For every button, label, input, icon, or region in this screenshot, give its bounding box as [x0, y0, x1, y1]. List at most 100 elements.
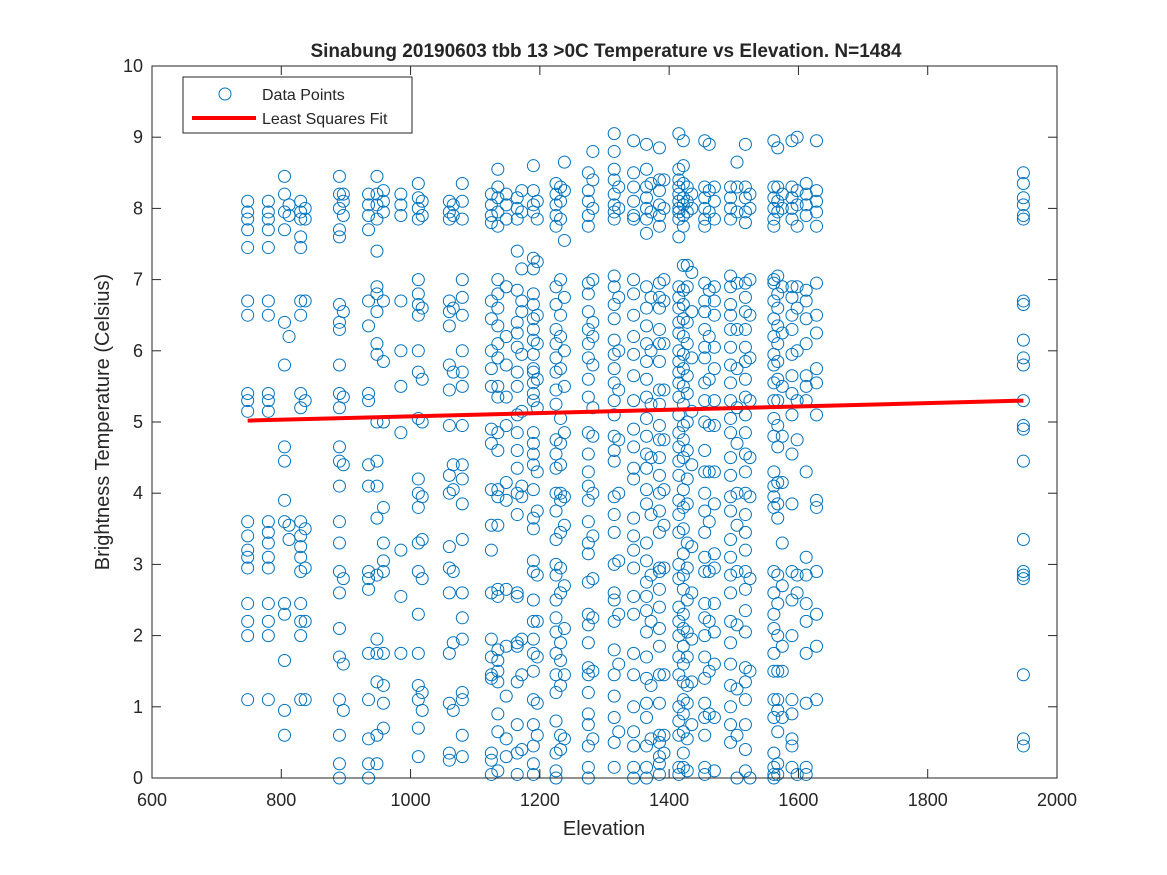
data-point: [282, 330, 296, 344]
data-point: [549, 198, 563, 212]
data-point: [652, 757, 666, 771]
data-point: [676, 219, 690, 233]
data-point: [738, 305, 752, 319]
data-point: [526, 614, 540, 628]
data-point: [491, 426, 505, 440]
data-point: [672, 557, 686, 571]
data-point: [294, 565, 308, 579]
data-point: [799, 646, 813, 660]
data-point: [771, 757, 785, 771]
data-point: [799, 294, 813, 308]
data-point: [627, 209, 641, 223]
data-point: [698, 443, 712, 457]
data-point: [298, 561, 312, 575]
data-point: [771, 141, 785, 155]
data-point: [730, 180, 744, 194]
data-point: [484, 543, 498, 557]
data-point: [499, 689, 513, 703]
data-point: [376, 536, 390, 550]
data-point: [455, 365, 469, 379]
data-point: [530, 255, 544, 269]
data-point: [362, 693, 376, 707]
least-squares-fit-line: [247, 398, 1024, 423]
data-point: [491, 582, 505, 596]
data-point: [612, 607, 626, 621]
data-point: [652, 525, 666, 539]
data-point: [724, 468, 738, 482]
data-point: [549, 764, 563, 778]
data-point: [698, 611, 712, 625]
data-point: [294, 230, 308, 244]
data-point: [411, 536, 425, 550]
data-point: [640, 497, 654, 511]
data-point: [771, 180, 785, 194]
data-point: [370, 757, 384, 771]
data-point: [586, 173, 600, 187]
data-point: [810, 607, 824, 621]
data-point: [455, 632, 469, 646]
data-point: [241, 394, 255, 408]
data-point: [446, 198, 460, 212]
data-point: [581, 479, 595, 493]
data-point: [738, 543, 752, 557]
data-point: [743, 490, 757, 504]
data-point: [767, 201, 781, 215]
data-point: [767, 212, 781, 226]
data-point: [790, 301, 804, 315]
data-point: [336, 572, 350, 586]
data-point: [680, 369, 694, 383]
data-point: [799, 767, 813, 781]
data-point: [607, 144, 621, 158]
data-point: [278, 597, 292, 611]
data-point: [607, 198, 621, 212]
data-point: [640, 337, 654, 351]
data-point: [724, 376, 738, 390]
data-point: [442, 383, 456, 397]
data-point: [370, 675, 384, 689]
data-point: [394, 209, 408, 223]
data-point: [491, 664, 505, 678]
data-point: [771, 511, 785, 525]
data-point: [491, 390, 505, 404]
data-point: [743, 572, 757, 586]
data-point: [484, 294, 498, 308]
data-point: [775, 664, 789, 678]
data-point: [510, 365, 524, 379]
data-point: [702, 330, 716, 344]
data-point: [672, 760, 686, 774]
data-point: [278, 223, 292, 237]
data-point: [557, 621, 571, 635]
data-point: [442, 486, 456, 500]
data-point: [698, 212, 712, 226]
data-point: [336, 390, 350, 404]
data-point: [698, 276, 712, 290]
data-point: [627, 511, 641, 525]
y-tick-label: 4: [133, 483, 143, 503]
data-point: [680, 497, 694, 511]
data-point: [411, 287, 425, 301]
data-point: [455, 273, 469, 287]
data-point: [775, 476, 789, 490]
data-point: [612, 180, 626, 194]
data-point: [676, 500, 690, 514]
data-point: [607, 394, 621, 408]
data-point: [370, 646, 384, 660]
data-point: [362, 187, 376, 201]
data-point: [799, 176, 813, 190]
data-point: [332, 728, 346, 742]
data-point: [455, 497, 469, 511]
data-point: [698, 376, 712, 390]
data-point: [685, 351, 699, 365]
data-point: [557, 668, 571, 682]
data-point: [724, 212, 738, 226]
data-point: [515, 305, 529, 319]
data-point: [652, 290, 666, 304]
data-point: [607, 347, 621, 361]
data-point: [767, 376, 781, 390]
data-point: [644, 508, 658, 522]
data-point: [484, 671, 498, 685]
data-point: [336, 305, 350, 319]
data-point: [724, 269, 738, 283]
data-point: [810, 194, 824, 208]
data-point: [680, 443, 694, 457]
